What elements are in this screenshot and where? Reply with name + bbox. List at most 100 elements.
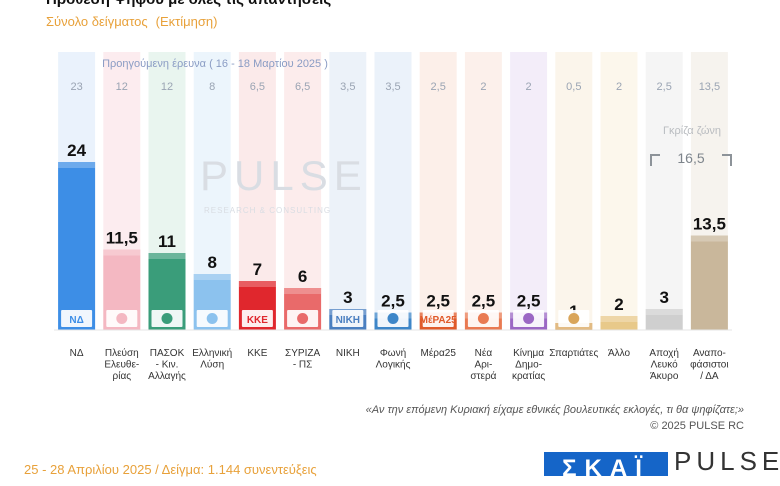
previous-value-label: 13,5	[699, 81, 720, 93]
logo-mark	[161, 313, 173, 324]
category-label: ΝΔ	[70, 348, 84, 359]
logo-mark	[206, 313, 218, 324]
category-label: Λύση	[200, 359, 224, 371]
bar-highlight	[58, 162, 96, 168]
category-label: Ελληνική	[192, 347, 232, 359]
previous-value-label: 12	[116, 81, 128, 93]
category-label: Λευκό	[651, 359, 678, 371]
category-label: Μέρα25	[421, 347, 457, 359]
copyright: © 2025 PULSE RC	[650, 420, 744, 432]
column-background	[374, 52, 412, 330]
previous-value-label: 2	[526, 81, 532, 93]
previous-value-label: 3,5	[385, 81, 400, 93]
bar-value-label: 6	[298, 267, 307, 286]
bar-value-label: 2,5	[517, 292, 541, 311]
category-label: στερά	[470, 370, 496, 382]
gray-zone-value: 16,5	[677, 150, 705, 166]
bar-highlight	[690, 235, 728, 242]
previous-value-label: 0,5	[566, 81, 581, 93]
bar-highlight	[284, 288, 322, 294]
bar-value-label: 11,5	[106, 229, 138, 248]
category-label: ΚΚΕ	[247, 348, 267, 359]
watermark-brand: PULSE	[200, 152, 368, 199]
bar-highlight	[103, 249, 141, 256]
bar-highlight	[238, 281, 276, 287]
chart-title: Πρόθεση Ψήφου με όλες τις απαντήσεις	[46, 0, 331, 8]
bar-chart: 2423ΝΔΝΔ11,512ΠλεύσηΕλευθε-ρίας1112ΠΑΣΟΚ…	[54, 52, 732, 382]
category-label: ΝΙΚΗ	[336, 348, 360, 359]
category-label: φάσιστοι	[690, 359, 728, 371]
chart-subtitle: Σύνολο δείγματος (Εκτίμηση)	[46, 14, 217, 29]
bar-value-label: 8	[207, 253, 216, 272]
category-label: Λογικής	[376, 359, 411, 371]
category-label: Νέα	[475, 347, 493, 359]
bar	[645, 309, 683, 330]
logo-text: ΝΔ	[69, 315, 83, 326]
bar-value-label: 2,5	[426, 292, 450, 311]
subtitle-note: (Εκτίμηση)	[155, 14, 218, 29]
category-label: Αλλαγής	[148, 370, 186, 382]
category-label: - ΠΣ	[293, 360, 313, 371]
previous-survey-caption: Προηγούμενη έρευνα ( 16 - 18 Μαρτίου 202…	[102, 58, 328, 70]
bar-value-label: 2	[614, 295, 623, 314]
previous-value-label: 2	[480, 81, 486, 93]
bar-value-label: 2,5	[381, 292, 405, 311]
previous-value-label: 3,5	[340, 81, 355, 93]
logo-mark	[116, 313, 128, 324]
column-background	[645, 52, 683, 330]
mera25-logo-icon	[422, 310, 454, 327]
column-background	[419, 52, 457, 330]
pulse-logo: PULSE	[674, 446, 780, 476]
category-label: Σπαρτιάτες	[549, 347, 598, 359]
category-label: - Κιν.	[156, 360, 179, 371]
category-label: ρίας	[113, 370, 132, 382]
bar-value-label: 24	[67, 141, 86, 160]
category-label: Άκυρο	[650, 371, 679, 382]
category-label: Άλλο	[608, 348, 631, 359]
bar-value-label: 3	[343, 288, 352, 307]
column-background	[464, 52, 502, 330]
gray-zone-bracket: 16,5	[650, 150, 732, 168]
pulse-watermark: PULSE RESEARCH & CONSULTING	[178, 152, 368, 222]
logo-mark	[523, 313, 535, 324]
category-label: ΣΥΡΙΖΑ	[285, 348, 320, 359]
kke-logo-icon	[241, 310, 273, 327]
bar-highlight	[193, 274, 231, 280]
bar	[58, 162, 96, 330]
previous-value-label: 2	[616, 81, 622, 93]
logo-text: ΜέΡΑ25	[420, 315, 458, 326]
category-label: Αναπο-	[693, 348, 726, 359]
bracket-left-icon	[650, 154, 660, 166]
niki-logo-icon	[332, 310, 364, 327]
bar	[600, 316, 638, 330]
bar-value-label: 11	[158, 232, 176, 251]
skai-logo: ΣΚΑΪ	[544, 452, 668, 482]
category-label: ΠΑΣΟΚ	[150, 348, 185, 359]
category-label: Φωνή	[380, 347, 406, 359]
logo-mark	[387, 313, 399, 324]
category-label: Αποχή	[649, 347, 679, 359]
bar-value-label: 7	[253, 260, 262, 279]
column-background	[555, 52, 593, 330]
logo-text: ΝΙΚΗ	[336, 315, 360, 326]
bar-value-label: 2,5	[472, 292, 496, 311]
category-label: Ελευθε-	[104, 360, 139, 371]
bar-highlight	[645, 309, 683, 315]
category-label: Αρι-	[474, 360, 492, 371]
previous-value-label: 2,5	[657, 81, 672, 93]
previous-value-label: 23	[70, 81, 82, 93]
column-background	[600, 52, 638, 330]
previous-value-label: 8	[209, 81, 215, 93]
bar	[690, 235, 728, 330]
category-label: Πλεύση	[105, 347, 139, 359]
survey-question: «Αν την επόμενη Κυριακή είχαμε εθνικές β…	[365, 404, 744, 416]
column-background	[510, 52, 548, 330]
gray-zone-label: Γκρίζα ζώνη	[662, 125, 722, 137]
watermark-tagline: RESEARCH & CONSULTING	[204, 206, 332, 215]
category-label: Δημο-	[515, 360, 542, 371]
logo-mark	[568, 313, 580, 324]
logo-mark	[297, 313, 309, 324]
logo-text: ΚΚΕ	[247, 315, 268, 326]
category-label: Κίνημα	[513, 347, 544, 359]
bar-value-label: 3	[659, 288, 668, 307]
